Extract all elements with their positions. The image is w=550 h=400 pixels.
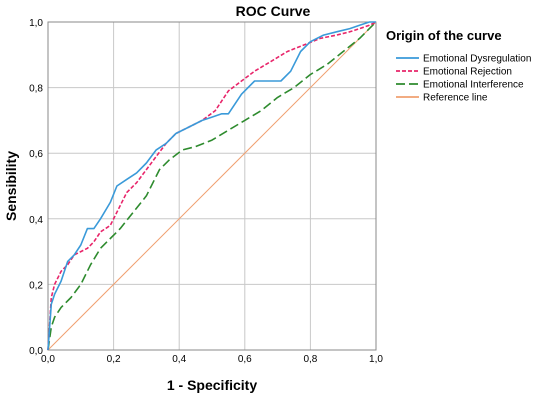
y-tick-label: 0,8 xyxy=(29,84,43,95)
series-lines xyxy=(47,21,377,351)
series-line-reference-line xyxy=(47,21,377,351)
y-tick-label: 0,0 xyxy=(29,346,43,357)
legend-label-emotional-interference: Emotional Interference xyxy=(423,80,524,91)
y-axis-label: Sensibility xyxy=(3,151,19,221)
x-tick-label: 1,0 xyxy=(369,354,383,365)
chart-title: ROC Curve xyxy=(236,3,311,19)
x-tick-label: 0,0 xyxy=(41,354,55,365)
legend-label-emotional-rejection: Emotional Rejection xyxy=(423,67,512,78)
x-tick-label: 0,2 xyxy=(107,354,121,365)
y-tick-label: 1,0 xyxy=(29,18,43,29)
legend-title: Origin of the curve xyxy=(386,28,502,43)
legend-label-emotional-dysregulation: Emotional Dysregulation xyxy=(423,54,531,65)
legend-label-reference-line: Reference line xyxy=(423,93,488,104)
x-tick-label: 0,4 xyxy=(172,354,186,365)
y-tick-label: 0,6 xyxy=(29,149,43,160)
series-line-emotional-interference xyxy=(47,21,377,351)
y-tick-label: 0,4 xyxy=(29,215,43,226)
gridlines xyxy=(48,22,376,350)
y-tick-label: 0,2 xyxy=(29,280,43,291)
legend: Origin of the curve Emotional Dysregulat… xyxy=(386,28,531,104)
x-tick-label: 0,6 xyxy=(238,354,252,365)
plot-area xyxy=(47,21,377,351)
axis-ticks: 0,00,0 0,2 0,2 0,4 0,4 0,6 0,6 0,8 0,8 1,0 1,0 xyxy=(29,18,383,365)
x-axis-label: 1 - Specificity xyxy=(167,377,257,393)
x-tick-label: 0,8 xyxy=(303,354,317,365)
series-line-emotional-dysregulation xyxy=(47,21,376,351)
